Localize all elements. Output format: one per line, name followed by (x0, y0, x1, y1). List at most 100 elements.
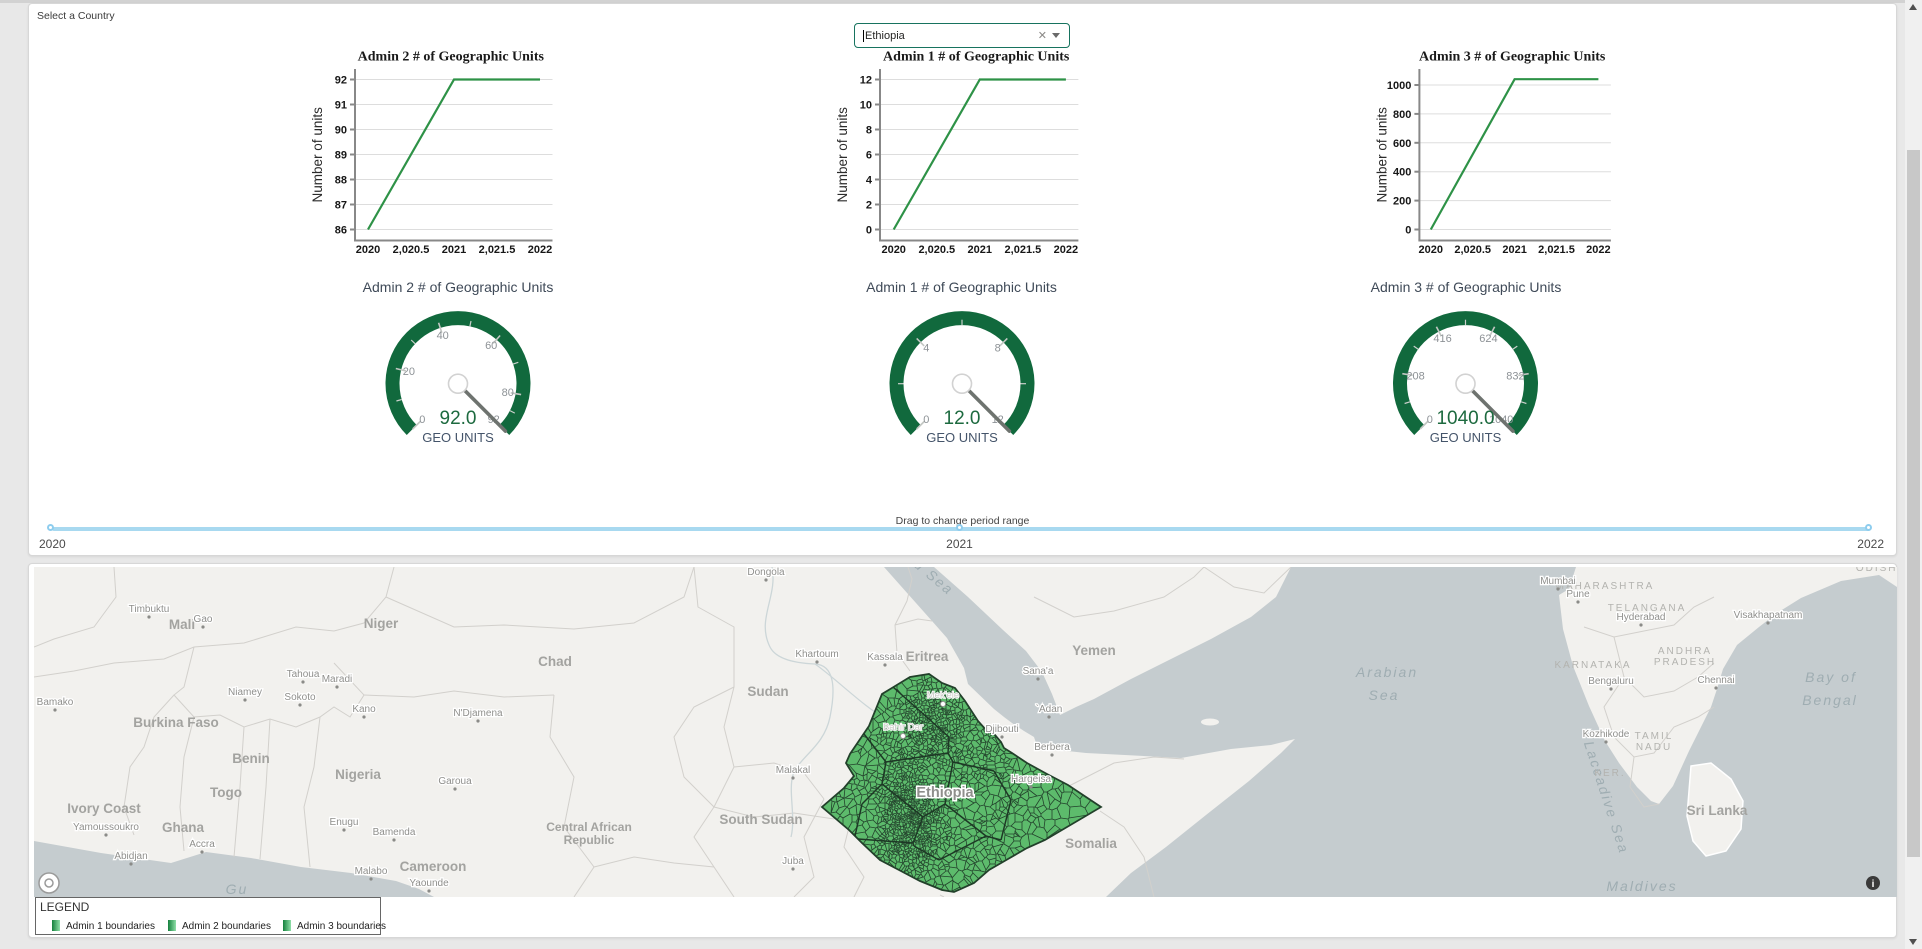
svg-text:6: 6 (866, 150, 872, 162)
svg-text:Admin 2 # of Geographic Units: Admin 2 # of Geographic Units (363, 279, 554, 295)
svg-text:Bengal: Bengal (1802, 692, 1858, 708)
svg-text:i: i (1872, 879, 1875, 890)
svg-text:88: 88 (335, 175, 347, 187)
svg-text:Bay of: Bay of (1805, 669, 1857, 685)
svg-text:Berbera: Berbera (1034, 742, 1070, 753)
svg-text:2021: 2021 (442, 244, 466, 256)
svg-text:89: 89 (335, 150, 347, 162)
svg-text:4: 4 (923, 343, 929, 355)
svg-text:Bahir Dar: Bahir Dar (883, 722, 923, 733)
svg-text:Yemen: Yemen (1072, 643, 1116, 658)
svg-text:0: 0 (1427, 414, 1433, 426)
svg-text:Ivory Coast: Ivory Coast (67, 801, 141, 816)
svg-text:KARNATAKA: KARNATAKA (1554, 660, 1631, 671)
svg-text:Garoua: Garoua (438, 776, 472, 787)
svg-text:12: 12 (860, 75, 872, 87)
svg-text:1040.0: 1040.0 (1436, 408, 1494, 429)
svg-text:200: 200 (1393, 196, 1411, 208)
svg-text:TAMIL: TAMIL (1635, 731, 1674, 742)
svg-text:600: 600 (1393, 138, 1411, 150)
svg-text:1000: 1000 (1387, 80, 1411, 92)
svg-text:Ethiopia: Ethiopia (916, 785, 974, 801)
svg-text:Hargeisa: Hargeisa (1011, 774, 1051, 785)
svg-text:80: 80 (502, 387, 514, 399)
svg-text:Number of units: Number of units (835, 107, 850, 203)
svg-text:Admin 3 # of Geographic Units: Admin 3 # of Geographic Units (1419, 50, 1606, 65)
svg-text:0: 0 (866, 225, 872, 237)
svg-text:Number of units: Number of units (310, 107, 325, 203)
svg-text:2,020.5: 2,020.5 (1454, 244, 1491, 256)
svg-text:2020: 2020 (356, 244, 380, 256)
svg-text:2,020.5: 2,020.5 (393, 244, 430, 256)
svg-text:2020: 2020 (1419, 244, 1443, 256)
svg-text:Admin 1 # of Geographic Units: Admin 1 # of Geographic Units (866, 279, 1057, 295)
svg-text:Sri Lanka: Sri Lanka (1687, 803, 1748, 818)
svg-text:Nigeria: Nigeria (335, 767, 381, 782)
svg-text:Kozhikode: Kozhikode (1583, 729, 1630, 740)
svg-text:Ghana: Ghana (162, 820, 205, 835)
svg-text:0: 0 (419, 414, 425, 426)
svg-text:8: 8 (995, 343, 1001, 355)
svg-text:2021: 2021 (968, 244, 992, 256)
svg-text:GEO UNITS: GEO UNITS (926, 430, 998, 445)
svg-text:Arabian: Arabian (1355, 664, 1418, 680)
svg-text:Dongola: Dongola (747, 567, 785, 578)
svg-text:Bamako: Bamako (37, 697, 74, 708)
svg-text:KER.: KER. (1594, 768, 1625, 779)
svg-text:Togo: Togo (210, 785, 242, 800)
svg-text:Yaounde: Yaounde (409, 878, 449, 889)
svg-text:208: 208 (1406, 370, 1424, 382)
svg-text:Maradi: Maradi (322, 674, 353, 685)
svg-text:Malabo: Malabo (355, 866, 388, 877)
svg-text:Admin 3 # of Geographic Units: Admin 3 # of Geographic Units (1371, 279, 1562, 295)
svg-text:2022: 2022 (1054, 244, 1078, 256)
svg-text:`Adan: `Adan (1036, 703, 1063, 715)
svg-text:Sana'a: Sana'a (1023, 666, 1054, 677)
svg-text:8: 8 (866, 125, 872, 137)
svg-text:Abidjan: Abidjan (114, 851, 147, 862)
svg-text:Niamey: Niamey (228, 687, 262, 698)
svg-text:Accra: Accra (189, 839, 215, 850)
svg-text:Cameroon: Cameroon (400, 859, 467, 874)
svg-text:60: 60 (485, 340, 497, 352)
svg-text:4: 4 (866, 175, 873, 187)
svg-text:GEO UNITS: GEO UNITS (1430, 430, 1502, 445)
svg-text:2022: 2022 (1586, 244, 1610, 256)
svg-text:Niger: Niger (364, 616, 399, 631)
svg-text:Kassala: Kassala (867, 652, 903, 663)
svg-text:Hyderabad: Hyderabad (1617, 612, 1666, 623)
svg-text:Juba: Juba (782, 856, 804, 867)
svg-text:South Sudan: South Sudan (719, 812, 802, 827)
svg-text:Khartoum: Khartoum (795, 649, 838, 660)
svg-text:0: 0 (1405, 225, 1411, 237)
svg-text:TELANGANA: TELANGANA (1608, 603, 1687, 614)
svg-text:624: 624 (1479, 333, 1497, 345)
svg-text:2,021.5: 2,021.5 (1538, 244, 1575, 256)
svg-text:800: 800 (1393, 109, 1411, 121)
svg-text:Mek'ele: Mek'ele (927, 690, 959, 701)
svg-text:400: 400 (1393, 167, 1411, 179)
svg-text:0: 0 (923, 414, 929, 426)
svg-text:Admin 1 # of Geographic Units: Admin 1 # of Geographic Units (883, 50, 1070, 65)
svg-text:ODISHA: ODISHA (1856, 567, 1897, 574)
svg-text:N'Djamena: N'Djamena (453, 708, 503, 719)
svg-text:20: 20 (403, 366, 415, 378)
svg-text:Sea: Sea (1369, 687, 1400, 703)
svg-text:12.0: 12.0 (944, 408, 981, 429)
svg-text:Sokoto: Sokoto (284, 692, 316, 703)
svg-text:Kano: Kano (352, 704, 376, 715)
svg-text:MAHARASHTRA: MAHARASHTRA (1556, 581, 1655, 592)
svg-text:Bamenda: Bamenda (373, 827, 416, 838)
svg-text:Central African: Central African (546, 820, 632, 834)
svg-text:NADU: NADU (1636, 742, 1672, 753)
svg-text:92: 92 (335, 75, 347, 87)
svg-text:Chennai: Chennai (1697, 675, 1734, 686)
svg-text:Admin 2 # of Geographic Units: Admin 2 # of Geographic Units (358, 50, 545, 65)
svg-text:Republic: Republic (564, 833, 615, 847)
svg-text:Djibouti: Djibouti (985, 724, 1018, 735)
svg-text:91: 91 (335, 100, 347, 112)
svg-text:PRADESH: PRADESH (1654, 657, 1716, 668)
svg-text:2,020.5: 2,020.5 (918, 244, 955, 256)
svg-text:86: 86 (335, 225, 347, 237)
svg-text:Somalia: Somalia (1065, 836, 1117, 851)
